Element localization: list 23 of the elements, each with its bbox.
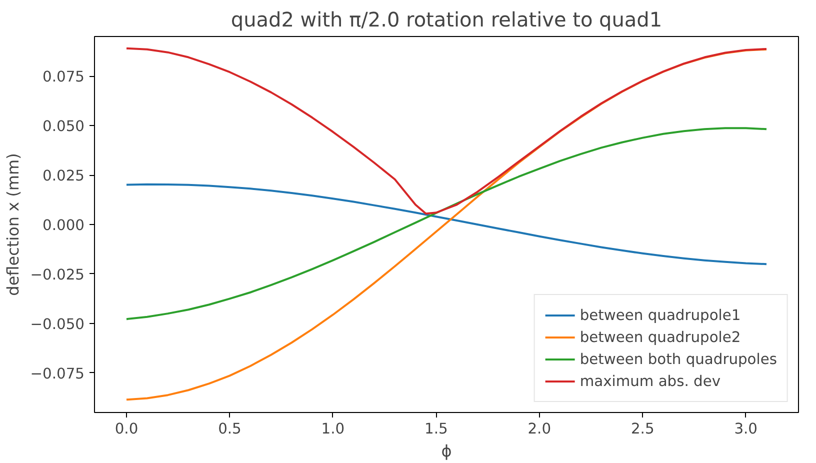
- y-tick-label: 0.025: [42, 168, 85, 185]
- y-tick-label: −0.050: [30, 316, 85, 333]
- x-axis-title: ϕ: [441, 442, 452, 460]
- y-tick-label: 0.050: [42, 118, 85, 136]
- line-series: [126, 183, 768, 266]
- line-series: [126, 47, 768, 215]
- chart-title: quad2 with π/2.0 rotation relative to quad1: [230, 8, 662, 32]
- legend-label: between quadrupole2: [580, 328, 741, 346]
- x-tick-label: 1.5: [424, 420, 448, 438]
- y-axis-title: deflection x (mm): [3, 153, 22, 296]
- x-tick-label: 2.5: [630, 420, 654, 438]
- x-tick-label: 3.0: [734, 420, 758, 438]
- x-tick-label: 0.5: [218, 420, 242, 438]
- y-tick-label: 0.000: [42, 217, 85, 234]
- legend-label: between both quadrupoles: [580, 350, 777, 368]
- x-tick-label: 0.0: [114, 420, 138, 438]
- y-tick-label: −0.025: [30, 266, 85, 284]
- y-tick-label: −0.075: [30, 365, 85, 382]
- y-tick-label: 0.075: [42, 68, 85, 86]
- legend-label: maximum abs. dev: [580, 372, 721, 390]
- x-tick-label: 2.0: [528, 420, 552, 438]
- legend-label: between quadrupole1: [580, 306, 741, 324]
- x-tick-label: 1.0: [321, 420, 345, 438]
